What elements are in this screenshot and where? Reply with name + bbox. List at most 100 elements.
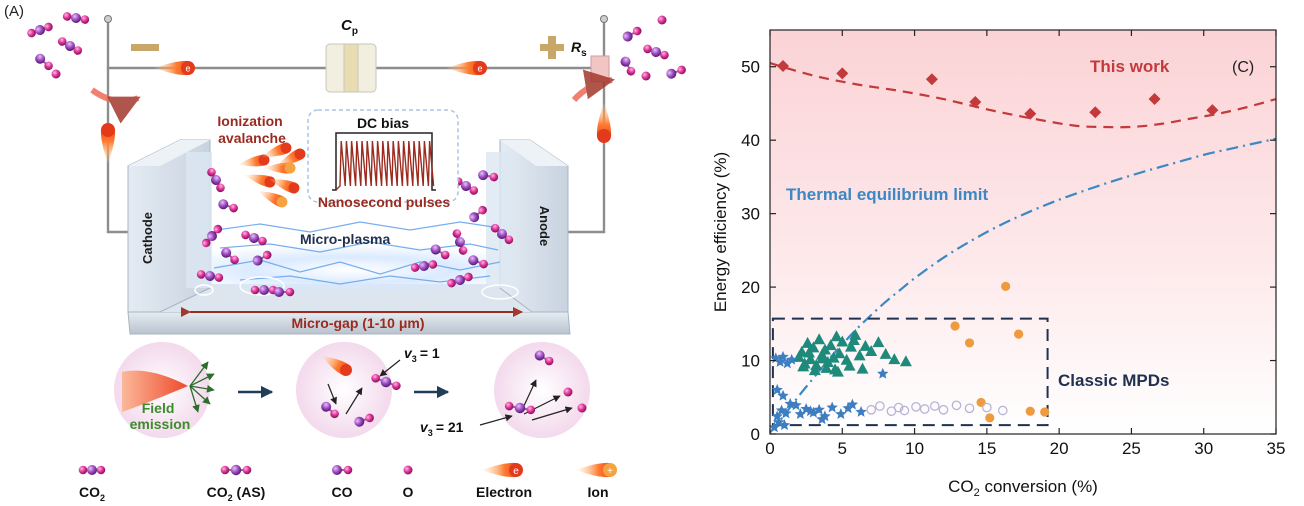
data-point xyxy=(836,335,849,347)
co2-molecule xyxy=(241,230,267,246)
data-point xyxy=(807,406,820,418)
anode-label: Anode xyxy=(537,206,552,246)
atom xyxy=(230,255,239,265)
x-tick-label: 10 xyxy=(905,439,924,458)
atom xyxy=(250,285,260,295)
atom xyxy=(205,271,215,281)
data-point xyxy=(795,345,808,357)
legend-label: Electron xyxy=(476,484,532,500)
co2-molecule xyxy=(643,44,669,60)
data-point xyxy=(888,353,901,365)
atom xyxy=(230,464,242,476)
atom xyxy=(469,186,479,195)
data-point xyxy=(950,321,960,331)
capacitor-label: C xyxy=(341,17,353,34)
data-point xyxy=(797,360,810,372)
atom xyxy=(207,167,216,177)
dissociation-bubble xyxy=(494,342,590,438)
data-point xyxy=(804,353,817,365)
electron-e: e xyxy=(185,64,190,74)
v3-21-pointer xyxy=(479,414,513,426)
data-point xyxy=(777,350,789,362)
atom xyxy=(196,270,206,279)
data-point xyxy=(771,410,783,422)
atom xyxy=(211,175,221,185)
o-molecule xyxy=(577,403,587,413)
atom xyxy=(57,37,67,46)
electron-icon xyxy=(277,148,306,167)
data-point xyxy=(824,339,837,351)
atom xyxy=(249,233,259,243)
co2-molecules-right xyxy=(620,15,686,81)
v3-value-1: = 1 xyxy=(420,345,440,361)
atom xyxy=(330,409,339,419)
electron-icon xyxy=(261,142,292,157)
legend-label-main: CO xyxy=(79,484,100,500)
y-tick-label: 20 xyxy=(741,278,760,297)
legend-label: CO2 xyxy=(79,484,105,503)
co-molecule xyxy=(666,65,686,79)
axis-ticks: 0 5 10 15 20 25 30 35 0 10 20 30 40 50 xyxy=(741,30,1285,458)
data-point xyxy=(938,404,949,415)
atom xyxy=(258,236,267,246)
ns-pulses-label: Nanosecond pulses xyxy=(318,194,450,210)
atom xyxy=(252,255,263,266)
svg-text:Rs: Rs xyxy=(571,39,587,59)
atom xyxy=(220,465,230,475)
svg-text:Cp: Cp xyxy=(341,17,358,37)
y-tick-label: 50 xyxy=(741,58,760,77)
atom xyxy=(626,66,636,76)
atom xyxy=(285,287,295,297)
data-point xyxy=(778,419,791,431)
atom xyxy=(504,401,514,411)
data-point xyxy=(1206,104,1219,117)
svg-text:Field emission: Field emission xyxy=(130,400,191,432)
fit-curves xyxy=(769,61,1277,434)
atom xyxy=(218,199,229,210)
atom xyxy=(71,13,81,23)
v3-1-pointer xyxy=(379,359,401,377)
data-point xyxy=(813,333,826,345)
atom xyxy=(526,405,536,415)
co-molecule xyxy=(354,413,374,427)
atom xyxy=(641,71,651,81)
data-point xyxy=(846,398,859,410)
data-point xyxy=(827,351,840,363)
dc-bias-label: DC bias xyxy=(357,115,409,131)
micro-plasma-label: Micro-plasma xyxy=(300,231,390,247)
atom xyxy=(489,172,499,182)
field-emission-line-1: Field xyxy=(142,400,175,416)
data-point xyxy=(843,359,856,371)
atom xyxy=(660,50,669,60)
data-point xyxy=(866,404,877,415)
atom xyxy=(514,402,526,414)
co-molecule xyxy=(274,287,295,297)
legend-label-main: CO xyxy=(207,484,228,500)
legend-label-main: Electron xyxy=(476,484,532,500)
atom xyxy=(96,465,106,475)
y-tick-label: 40 xyxy=(741,131,760,150)
atom xyxy=(490,223,500,233)
atom xyxy=(87,465,97,475)
terminal-right xyxy=(600,15,608,23)
atom xyxy=(455,237,465,247)
co2-molecule xyxy=(201,224,223,248)
data-point xyxy=(781,357,794,369)
atom xyxy=(544,356,554,366)
y-tick-label: 0 xyxy=(751,425,760,444)
atom xyxy=(343,465,353,475)
legend-label: CO2 (AS) xyxy=(207,484,266,503)
x-axis-title: CO2 conversion (%) xyxy=(948,477,1098,499)
atom xyxy=(447,278,456,288)
this-work-annotation: This work xyxy=(1090,57,1170,76)
y-tick-label: 30 xyxy=(741,205,760,224)
ion-legend-icon: + xyxy=(576,462,617,478)
legend-label-sub: 2 xyxy=(100,493,105,503)
atom xyxy=(468,255,479,266)
data-point xyxy=(875,401,885,411)
legend-label: O xyxy=(403,484,414,500)
data-point xyxy=(771,383,783,395)
atom xyxy=(274,287,284,297)
data-point xyxy=(842,402,854,414)
co2-molecule xyxy=(57,37,83,55)
